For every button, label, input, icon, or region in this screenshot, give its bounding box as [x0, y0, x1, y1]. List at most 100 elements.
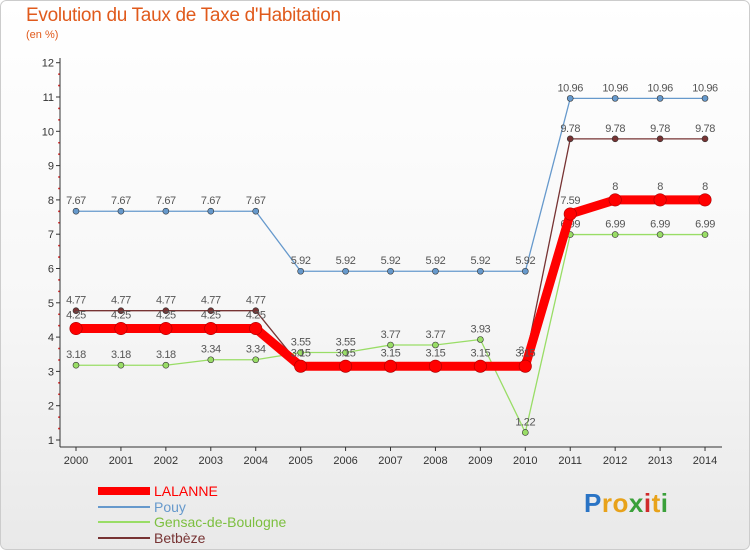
- data-label-betbeze: 9.78: [560, 123, 580, 135]
- data-label-gensac-de-boulogne: 3.18: [156, 349, 176, 361]
- series-point-pouy: [207, 207, 215, 215]
- y-tick-label: 11: [43, 92, 54, 104]
- series-point-pouy: [566, 95, 574, 102]
- series-point-betbeze: [252, 307, 260, 314]
- legend-label: LALANNE: [154, 483, 218, 499]
- y-minor-tick: [58, 381, 60, 384]
- series-point-gensac-de-boulogne: [342, 349, 349, 356]
- series-point-gensac-de-boulogne: [656, 231, 664, 238]
- x-tick-label: 2004: [243, 455, 267, 467]
- y-minor-tick: [58, 359, 60, 361]
- logo-letter: P: [584, 488, 602, 518]
- y-minor-tick: [58, 141, 60, 144]
- logo-letter: r: [601, 488, 613, 518]
- data-label-pouy: 10.96: [647, 82, 673, 94]
- series-point-lalanne: [608, 193, 622, 207]
- data-label-gensac-de-boulogne: 3.34: [246, 344, 266, 356]
- data-label-gensac-de-boulogne: 6.99: [695, 219, 715, 231]
- y-tick-label: 5: [48, 298, 54, 310]
- data-label-gensac-de-boulogne: 6.99: [605, 219, 625, 231]
- y-minor-tick: [58, 107, 60, 110]
- series-point-pouy: [432, 267, 439, 275]
- data-label-betbeze: 4.77: [66, 295, 86, 307]
- x-tick-label: 2003: [199, 455, 223, 467]
- legend-swatch-betbeze: [98, 536, 150, 539]
- data-label-pouy: 7.67: [66, 195, 86, 207]
- legend-item-lalanne[interactable]: LALANNE: [98, 484, 286, 500]
- x-tick-label: 2001: [109, 455, 133, 467]
- y-minor-tick: [58, 221, 60, 224]
- y-minor-tick: [58, 290, 60, 293]
- series-point-betbeze: [72, 307, 80, 314]
- data-label-gensac-de-boulogne: 3.77: [381, 329, 401, 341]
- series-point-lalanne: [69, 322, 83, 336]
- data-label-lalanne: 3.15: [336, 347, 356, 359]
- y-tick-label: 12: [42, 58, 54, 70]
- data-label-lalanne: 4.25: [66, 310, 86, 322]
- x-tick-label: 2013: [648, 455, 672, 467]
- data-label-pouy: 7.67: [201, 195, 221, 207]
- series-point-pouy: [117, 207, 125, 215]
- legend-item-pouy[interactable]: Pouy: [98, 499, 286, 516]
- series-point-pouy: [387, 267, 394, 275]
- series-point-betbeze: [656, 135, 664, 143]
- logo-letter: x: [628, 488, 644, 518]
- y-minor-tick: [58, 118, 60, 121]
- legend-item-gensac[interactable]: Gensac-de-Boulogne: [98, 515, 286, 531]
- series-point-lalanne: [428, 359, 442, 373]
- legend-label: Gensac-de-Boulogne: [154, 514, 287, 530]
- chart-subtitle: (en %): [26, 29, 59, 41]
- data-label-betbeze: 9.78: [605, 123, 625, 135]
- data-label-lalanne: 7.59: [560, 195, 580, 207]
- series-point-lalanne: [204, 322, 218, 336]
- y-minor-tick: [58, 393, 60, 396]
- series-point-betbeze: [162, 307, 170, 314]
- legend-swatch-gensac: [98, 521, 150, 523]
- data-label-betbeze: 4.77: [111, 295, 131, 307]
- series-point-gensac-de-boulogne: [207, 356, 215, 364]
- y-minor-tick: [58, 84, 60, 87]
- y-minor-tick: [58, 279, 60, 281]
- x-tick-label: 2005: [288, 455, 312, 467]
- data-label-lalanne: 3.15: [470, 347, 490, 359]
- series-point-pouy: [342, 267, 349, 275]
- x-tick-label: 2009: [468, 455, 492, 467]
- series-point-lalanne: [114, 322, 128, 336]
- data-label-gensac-de-boulogne: 3.34: [201, 344, 221, 356]
- data-label-lalanne: 8: [702, 181, 708, 193]
- series-point-betbeze: [611, 135, 619, 143]
- chart-title: Evolution du Taux de Taxe d'Habitation: [26, 5, 341, 26]
- x-tick-label: 2012: [603, 455, 627, 467]
- y-minor-tick: [58, 416, 60, 419]
- data-label-betbeze: 4.77: [246, 295, 266, 307]
- proxiti-logo: Proxiti: [584, 488, 668, 519]
- y-minor-tick: [58, 256, 60, 258]
- data-label-betbeze: 4.77: [156, 295, 176, 307]
- series-point-betbeze: [566, 135, 574, 143]
- y-minor-tick: [58, 324, 60, 327]
- data-label-lalanne: 4.25: [201, 310, 221, 322]
- data-label-pouy: 10.96: [692, 82, 718, 94]
- y-minor-tick: [58, 313, 60, 316]
- data-label-lalanne: 3.15: [291, 347, 311, 359]
- y-minor-tick: [58, 153, 60, 156]
- series-point-gensac-de-boulogne: [521, 429, 529, 436]
- y-tick-label: 10: [42, 126, 54, 138]
- series-point-betbeze: [701, 135, 709, 143]
- series-point-lalanne: [653, 193, 667, 207]
- y-minor-tick: [58, 347, 60, 350]
- data-label-pouy: 7.67: [156, 195, 176, 207]
- legend-swatch-lalanne: [98, 487, 150, 495]
- series-point-gensac-de-boulogne: [701, 231, 709, 238]
- series-point-pouy: [72, 207, 80, 215]
- x-tick-label: 2008: [423, 455, 447, 467]
- y-minor-tick: [58, 187, 60, 190]
- legend-item-betbeze[interactable]: Betbèze: [98, 530, 286, 547]
- series-point-lalanne: [294, 359, 308, 373]
- series-point-gensac-de-boulogne: [252, 356, 260, 364]
- series-point-pouy: [611, 95, 619, 102]
- data-label-pouy: 5.92: [470, 255, 490, 267]
- y-tick-label: 4: [48, 332, 54, 344]
- x-tick-label: 2014: [693, 455, 717, 467]
